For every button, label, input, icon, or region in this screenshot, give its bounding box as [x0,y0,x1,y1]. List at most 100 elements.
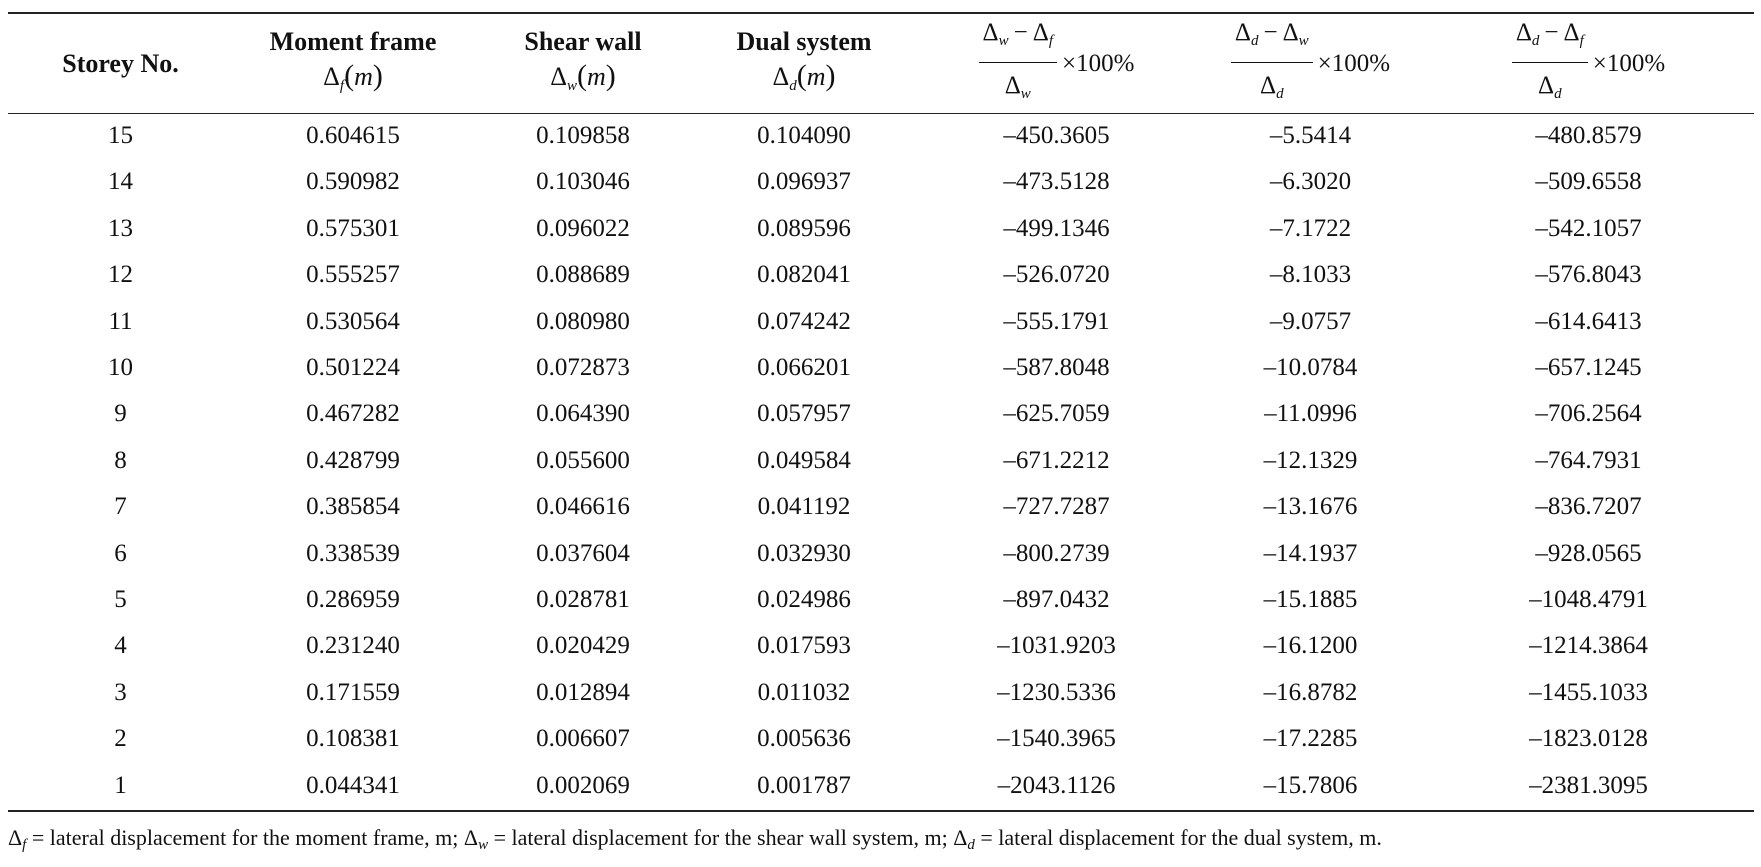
table-cell: –587.8048 [1003,354,1110,382]
table-cell: –1214.3864 [1529,632,1648,660]
header-shear-wall-label: Shear wall [524,26,642,56]
table-row: 7 0.385854 0.046616 0.041192 –727.7287 –13.16… [8,484,1754,530]
header-moment-frame-label: Moment frame [269,26,437,56]
footnote-subscript: w [478,837,489,853]
table-cell: 0.057957 [757,400,851,428]
top-rule [8,12,1754,14]
table-cell: –706.2564 [1535,400,1642,428]
footnote-subscript: d [967,837,975,853]
table-row: 1 0.044341 0.002069 0.001787 –2043.1126 –15.7… [8,763,1754,809]
table-cell: –576.8043 [1535,261,1642,289]
footnote-symbol: Δ [8,825,23,850]
table-row: 3 0.171559 0.012894 0.011032 –1230.5336 –16.8… [8,670,1754,716]
table-cell: –7.1722 [1269,214,1352,242]
table-cell: –836.7207 [1535,493,1642,521]
table-cell: –17.2285 [1263,725,1358,753]
header-shear-wall: Shear wall Δw(m) [473,14,693,113]
formula-ratio-wf: Δw − Δf Δw ×100% [978,18,1134,109]
table-cell: –2043.1126 [997,771,1116,799]
displacement-table: Storey No. Moment frame Δf(m) Shear wall… [8,14,1754,809]
footnote-text: = lateral displacement for the moment fr… [26,825,464,850]
table-cell: –6.3020 [1269,168,1352,196]
header-ratio-dw: Δd − Δw Δd ×100% [1198,14,1423,113]
header-ratio-wf: Δw − Δf Δw ×100% [915,14,1198,113]
table-cell: 0.555257 [306,261,400,289]
table-footnote: Δf = lateral displacement for the moment… [8,823,1382,860]
table-cell: 6 [114,539,127,567]
table-cell: 0.002069 [536,771,630,799]
header-storey-label: Storey No. [62,48,179,78]
table-cell: 0.066201 [757,354,851,382]
table-cell: –526.0720 [1003,261,1110,289]
table-cell: 15 [108,122,133,149]
table-cell: –614.6413 [1535,307,1642,335]
table-row: 14 0.590982 0.103046 0.096937 –473.5128 –6.30… [8,159,1754,205]
table-cell: 0.080980 [536,307,630,335]
table-row: 2 0.108381 0.006607 0.005636 –1540.3965 –17.2… [8,716,1754,762]
table-cell: 0.231240 [306,632,400,660]
table-cell: –11.0996 [1264,400,1357,428]
table-cell: 0.286959 [306,586,400,614]
table-cell: 0.089596 [757,214,851,242]
formula-ratio-dw: Δd − Δw Δd ×100% [1230,18,1390,109]
table-row: 12 0.555257 0.088689 0.082041 –526.0720 –8.10… [8,252,1754,298]
header-moment-frame-symbol: Δf(m) [323,58,383,94]
table-cell: –897.0432 [1003,586,1110,614]
table-cell: –16.1200 [1263,632,1358,660]
table-cell: –1048.4791 [1529,586,1648,614]
table-cell: 1 [114,771,127,799]
header-dual-system-label: Dual system [736,26,872,56]
table-row: 15 0.604615 0.109858 0.104090 –450.3605 –5.54… [8,113,1754,159]
table-cell: 2 [114,725,127,753]
table-cell: 0.109858 [536,122,630,149]
table-cell: 0.037604 [536,539,630,567]
table-cell: –1230.5336 [997,678,1116,706]
header-storey: Storey No. [8,14,233,113]
table-row: 11 0.530564 0.080980 0.074242 –555.1791 –9.07… [8,299,1754,345]
header-shear-wall-symbol: Δw(m) [550,58,616,94]
table-cell: 0.044341 [306,771,400,799]
table-cell: –800.2739 [1003,539,1110,567]
table-cell: 0.088689 [536,261,630,289]
table-cell: 12 [108,261,133,289]
table-cell: 13 [108,214,133,242]
table-cell: 0.590982 [306,168,400,196]
table-cell: –5.5414 [1269,122,1352,149]
table-cell: 0.049584 [757,446,851,474]
table-cell: –473.5128 [1003,168,1110,196]
table-cell: –15.7806 [1263,771,1358,799]
table-cell: 0.032930 [757,539,851,567]
table-cell: 0.020429 [536,632,630,660]
table-cell: –671.2212 [1003,446,1110,474]
footnote-text: = lateral displacement for the dual syst… [974,825,1382,850]
table-cell: 7 [114,493,127,521]
table-cell: 0.041192 [757,493,851,521]
table-cell: –16.8782 [1263,678,1358,706]
table-cell: 0.096937 [757,168,851,196]
table-cell: –10.0784 [1263,354,1358,382]
table-cell: 0.064390 [536,400,630,428]
table-cell: –555.1791 [1003,307,1110,335]
table-cell: –657.1245 [1535,354,1642,382]
header-dual-system-symbol: Δd(m) [772,58,836,94]
table-cell: –499.1346 [1003,214,1110,242]
table-body: 15 0.604615 0.109858 0.104090 –450.3605 –5.54… [8,113,1754,809]
table-cell: –1455.1033 [1529,678,1648,706]
table-cell: –14.1937 [1263,539,1358,567]
table-cell: 0.082041 [757,261,851,289]
table-cell: –542.1057 [1535,214,1642,242]
table-cell: 0.501224 [306,354,400,382]
table-cell: –1031.9203 [997,632,1116,660]
header-moment-frame: Moment frame Δf(m) [233,14,473,113]
table-cell: –928.0565 [1535,539,1642,567]
table-cell: –1823.0128 [1529,725,1648,753]
table-cell: 0.012894 [536,678,630,706]
table-cell: –1540.3965 [997,725,1116,753]
table-cell: –764.7931 [1535,446,1642,474]
table-row: 8 0.428799 0.055600 0.049584 –671.2212 –12.13… [8,438,1754,484]
table-cell: 0.001787 [757,771,851,799]
table-cell: 0.171559 [306,678,400,706]
table-cell: 0.104090 [757,122,851,149]
table-cell: –727.7287 [1003,493,1110,521]
